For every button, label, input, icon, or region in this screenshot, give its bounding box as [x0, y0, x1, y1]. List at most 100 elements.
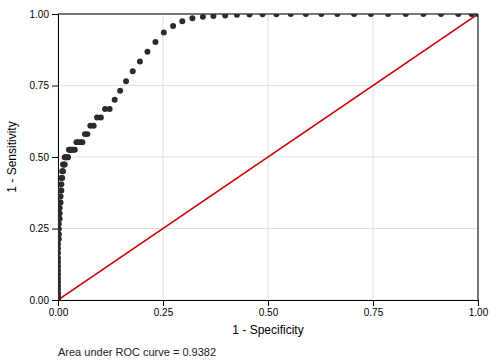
point [260, 14, 266, 17]
marks [58, 14, 478, 300]
tick-mark [52, 157, 58, 158]
tick-mark [52, 86, 58, 87]
point [318, 14, 324, 17]
point [58, 187, 64, 193]
point [58, 231, 62, 237]
tick-mark [268, 300, 269, 306]
point [189, 15, 195, 21]
tick-label: 0.25 [154, 307, 174, 318]
point [247, 14, 253, 18]
tick: 0.50 [30, 152, 58, 163]
point [58, 199, 63, 205]
point [59, 175, 65, 181]
tick-mark [52, 300, 58, 301]
tick: 1.00 [30, 9, 58, 20]
point [234, 14, 240, 18]
point [91, 123, 97, 129]
frame [58, 14, 478, 15]
tick: 0.75 [364, 300, 384, 318]
tick-mark [373, 300, 374, 306]
point [137, 58, 143, 64]
point [152, 39, 158, 45]
tick-mark [52, 229, 58, 230]
tick: 0.75 [30, 80, 58, 91]
point [112, 97, 118, 103]
point [59, 168, 65, 174]
point [58, 216, 63, 222]
grid [58, 14, 478, 300]
point [117, 88, 123, 94]
y-axis: 0.00 0.25 0.50 0.75 1.00 [30, 9, 59, 306]
point [58, 175, 64, 181]
point [475, 14, 478, 17]
plot: 0.00 0.25 0.50 0.75 1.00 0.00 0.25 0.50 0.75 1.00 [30, 9, 489, 318]
tick: 0.50 [259, 300, 279, 318]
point [368, 14, 374, 17]
point [58, 226, 62, 232]
tick-label: 1.00 [469, 307, 489, 318]
point [144, 49, 150, 55]
point [58, 193, 64, 199]
tick: 0.00 [30, 295, 58, 306]
point [170, 23, 176, 29]
point [210, 14, 216, 19]
point [438, 14, 444, 17]
point [403, 14, 409, 17]
axis-line [59, 301, 479, 307]
point [84, 131, 90, 137]
chart: 0.00 0.25 0.50 0.75 1.00 0.00 0.25 0.50 0.75 1.00… [0, 0, 500, 364]
tick-mark [478, 300, 479, 306]
x-axis: 0.00 0.25 0.50 0.75 1.00 [49, 300, 489, 318]
point [79, 139, 85, 145]
point [62, 161, 68, 167]
tick-mark [163, 300, 164, 306]
point [303, 14, 309, 17]
point [222, 14, 228, 18]
point [98, 115, 104, 121]
tick-label: 0.75 [364, 307, 384, 318]
point [65, 154, 71, 160]
y-axis-title: 1 - Sensitivity [5, 121, 19, 192]
point [64, 154, 70, 160]
point [385, 14, 391, 17]
frame [478, 14, 479, 300]
grid-line [58, 228, 478, 229]
point [58, 221, 62, 227]
point [58, 216, 62, 222]
point [455, 14, 461, 17]
tick: 0.00 [49, 300, 69, 318]
axis-line [52, 15, 59, 301]
tick: 1.00 [469, 300, 489, 318]
point [351, 14, 357, 17]
tick-label: 0.00 [49, 307, 69, 318]
point [61, 161, 67, 167]
tick-mark [52, 14, 58, 15]
point [58, 205, 63, 211]
point [107, 106, 113, 112]
point [288, 14, 294, 17]
tick-label: 0.00 [30, 295, 50, 306]
tick-label: 0.75 [30, 80, 50, 91]
grid-line [478, 14, 479, 300]
grid-line [58, 14, 478, 15]
point [200, 14, 206, 20]
point [58, 181, 64, 187]
point [273, 14, 279, 17]
point [72, 147, 78, 153]
tick: 0.25 [154, 300, 174, 318]
point [60, 168, 66, 174]
point [123, 78, 129, 84]
tick-label: 1.00 [30, 9, 50, 20]
point [58, 210, 63, 216]
point [469, 14, 475, 17]
point [334, 14, 340, 17]
tick-label: 0.25 [30, 223, 50, 234]
point [130, 68, 136, 74]
tick-label: 0.50 [259, 307, 279, 318]
point [161, 30, 167, 36]
reference-line [58, 14, 478, 300]
grid-line [58, 85, 478, 86]
point [58, 199, 64, 205]
point [58, 187, 64, 193]
annotation: Area under ROC curve = 0.9382 [58, 346, 216, 358]
